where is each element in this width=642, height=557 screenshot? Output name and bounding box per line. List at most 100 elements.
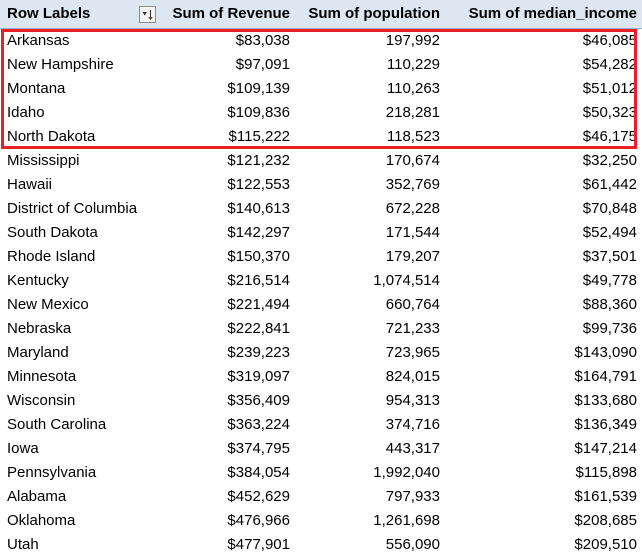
population-cell[interactable]: 1,261,698 (295, 509, 445, 533)
revenue-cell[interactable]: $476,966 (160, 509, 295, 533)
revenue-cell[interactable]: $319,097 (160, 365, 295, 389)
population-cell[interactable]: 797,933 (295, 485, 445, 509)
state-label-cell[interactable]: South Carolina (0, 413, 160, 437)
population-cell[interactable]: 110,263 (295, 77, 445, 101)
median-income-cell[interactable]: $37,501 (445, 245, 642, 269)
revenue-cell[interactable]: $222,841 (160, 317, 295, 341)
revenue-cell[interactable]: $239,223 (160, 341, 295, 365)
state-label-cell[interactable]: Minnesota (0, 365, 160, 389)
population-cell[interactable]: 672,228 (295, 197, 445, 221)
state-label-cell[interactable]: New Mexico (0, 293, 160, 317)
population-cell[interactable]: 954,313 (295, 389, 445, 413)
revenue-cell[interactable]: $363,224 (160, 413, 295, 437)
population-cell[interactable]: 374,716 (295, 413, 445, 437)
population-cell[interactable]: 179,207 (295, 245, 445, 269)
population-cell[interactable]: 170,674 (295, 149, 445, 173)
population-cell[interactable]: 556,090 (295, 533, 445, 557)
state-label-cell[interactable]: Wisconsin (0, 389, 160, 413)
revenue-cell[interactable]: $109,836 (160, 101, 295, 125)
population-cell[interactable]: 118,523 (295, 125, 445, 149)
population-cell[interactable]: 110,229 (295, 53, 445, 77)
population-cell[interactable]: 660,764 (295, 293, 445, 317)
state-label-cell[interactable]: Nebraska (0, 317, 160, 341)
population-cell[interactable]: 1,992,040 (295, 461, 445, 485)
median-income-cell[interactable]: $54,282 (445, 53, 642, 77)
population-cell[interactable]: 218,281 (295, 101, 445, 125)
revenue-cell[interactable]: $216,514 (160, 269, 295, 293)
population-cell[interactable]: 824,015 (295, 365, 445, 389)
row-labels-header[interactable]: Row Labels (0, 0, 160, 29)
revenue-cell[interactable]: $374,795 (160, 437, 295, 461)
revenue-cell[interactable]: $452,629 (160, 485, 295, 509)
median-income-cell[interactable]: $147,214 (445, 437, 642, 461)
sort-filter-icon[interactable] (139, 6, 156, 23)
state-label-cell[interactable]: Arkansas (0, 29, 160, 54)
median-income-cell[interactable]: $208,685 (445, 509, 642, 533)
state-label-cell[interactable]: Kentucky (0, 269, 160, 293)
population-cell[interactable]: 443,317 (295, 437, 445, 461)
revenue-cell[interactable]: $115,222 (160, 125, 295, 149)
revenue-cell[interactable]: $122,553 (160, 173, 295, 197)
population-cell[interactable]: 352,769 (295, 173, 445, 197)
state-label-cell[interactable]: Idaho (0, 101, 160, 125)
population-cell[interactable]: 723,965 (295, 341, 445, 365)
revenue-cell[interactable]: $356,409 (160, 389, 295, 413)
revenue-cell[interactable]: $142,297 (160, 221, 295, 245)
state-label-cell[interactable]: Utah (0, 533, 160, 557)
population-cell[interactable]: 197,992 (295, 29, 445, 54)
revenue-cell[interactable]: $121,232 (160, 149, 295, 173)
median-income-cell[interactable]: $49,778 (445, 269, 642, 293)
median-income-cell[interactable]: $115,898 (445, 461, 642, 485)
population-header[interactable]: Sum of population (295, 0, 445, 29)
median-income-cell[interactable]: $46,175 (445, 125, 642, 149)
revenue-cell[interactable]: $477,901 (160, 533, 295, 557)
state-label-cell[interactable]: Hawaii (0, 173, 160, 197)
median-income-cell[interactable]: $46,085 (445, 29, 642, 54)
median-income-cell[interactable]: $143,090 (445, 341, 642, 365)
median-income-cell[interactable]: $161,539 (445, 485, 642, 509)
state-label-cell[interactable]: Iowa (0, 437, 160, 461)
median-income-cell[interactable]: $209,510 (445, 533, 642, 557)
revenue-cell[interactable]: $384,054 (160, 461, 295, 485)
revenue-header[interactable]: Sum of Revenue (160, 0, 295, 29)
median-income-cell[interactable]: $99,736 (445, 317, 642, 341)
population-cell[interactable]: 171,544 (295, 221, 445, 245)
revenue-cell[interactable]: $150,370 (160, 245, 295, 269)
state-label-cell[interactable]: Mississippi (0, 149, 160, 173)
revenue-cell[interactable]: $83,038 (160, 29, 295, 54)
median-income-cell[interactable]: $88,360 (445, 293, 642, 317)
population-cell[interactable]: 1,074,514 (295, 269, 445, 293)
median-income-cell[interactable]: $133,680 (445, 389, 642, 413)
revenue-cell[interactable]: $221,494 (160, 293, 295, 317)
state-label-cell[interactable]: Oklahoma (0, 509, 160, 533)
state-label-cell[interactable]: North Dakota (0, 125, 160, 149)
state-label-cell[interactable]: New Hampshire (0, 53, 160, 77)
median-income-cell[interactable]: $50,323 (445, 101, 642, 125)
median-income-header[interactable]: Sum of median_income (445, 0, 642, 29)
median-income-cell[interactable]: $52,494 (445, 221, 642, 245)
median-income-cell[interactable]: $51,012 (445, 77, 642, 101)
state-label-cell[interactable]: Pennsylvania (0, 461, 160, 485)
revenue-cell[interactable]: $140,613 (160, 197, 295, 221)
